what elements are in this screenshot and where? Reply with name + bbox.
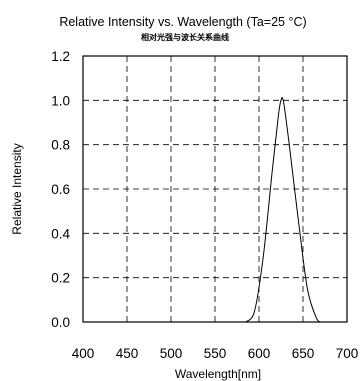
x-tick-label: 500 (160, 346, 183, 361)
x-tick-label: 400 (72, 346, 95, 361)
y-tick-labels: 0.0 0.2 0.4 0.6 0.8 1.0 1.2 (51, 49, 70, 330)
series-line (245, 97, 321, 323)
y-tick-label: 0.6 (51, 182, 70, 197)
y-tick-label: 0.4 (51, 226, 70, 241)
x-axis-label: Wavelength[nm] (175, 367, 261, 381)
y-axis-label: Relative Intensity (10, 143, 24, 234)
chart-subtitle: 相对光强与波长关系曲线 (141, 32, 229, 42)
y-tick-label: 0.2 (51, 271, 70, 286)
x-tick-label: 700 (336, 346, 359, 361)
x-tick-labels: 400 450 500 550 600 650 700 (72, 346, 359, 361)
chart-title: Relative Intensity vs. Wavelength (Ta=25… (59, 15, 306, 29)
grid (83, 56, 347, 322)
x-tick-label: 650 (292, 346, 315, 361)
y-tick-label: 1.0 (51, 93, 70, 108)
y-tick-label: 1.2 (51, 49, 70, 64)
x-tick-label: 550 (204, 346, 227, 361)
x-tick-label: 600 (248, 346, 271, 361)
x-tick-label: 450 (116, 346, 139, 361)
y-tick-label: 0.0 (51, 315, 70, 330)
plot-frame (82, 55, 348, 323)
y-tick-label: 0.8 (51, 138, 70, 153)
